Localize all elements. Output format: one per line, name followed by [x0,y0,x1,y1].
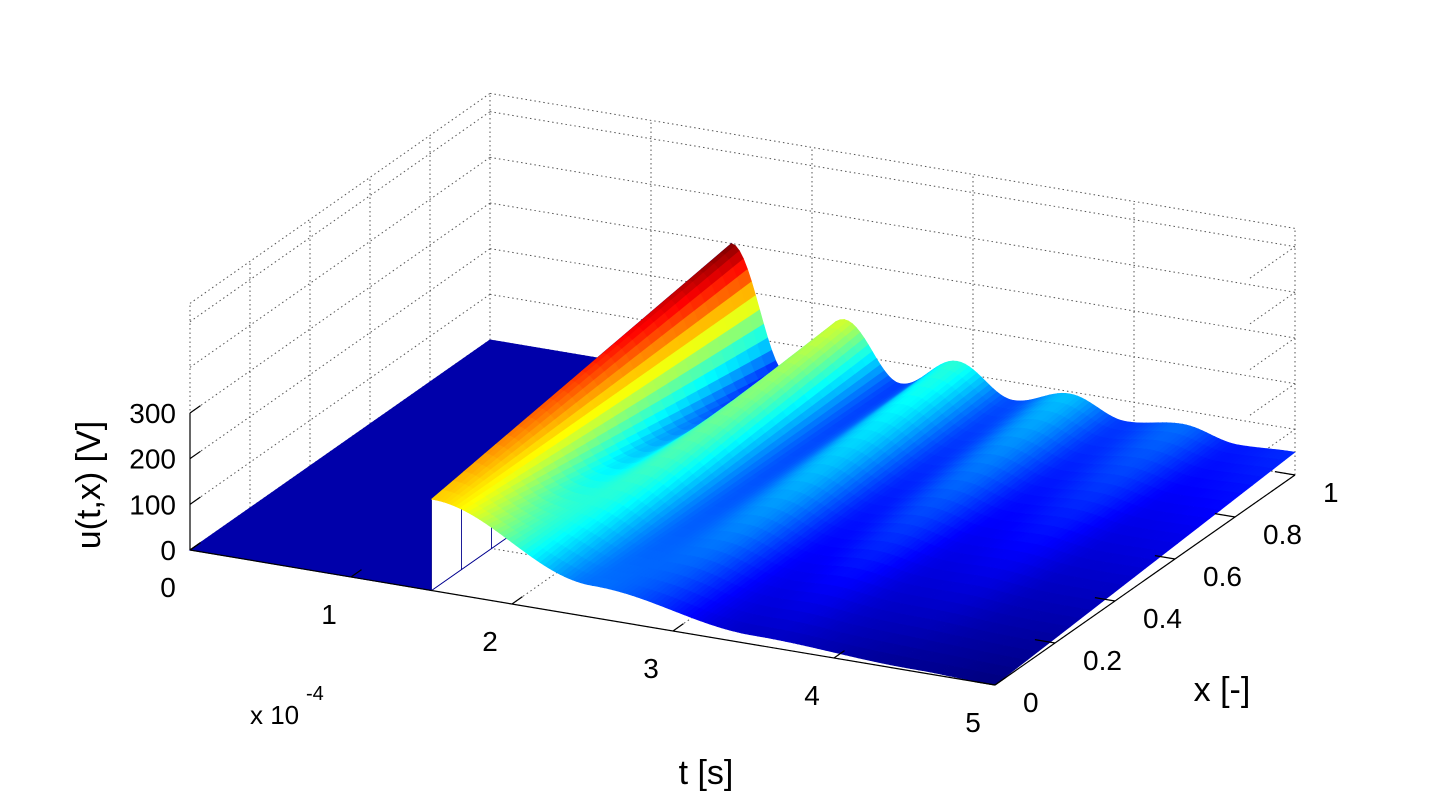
grid-line-right-wall [1249,383,1296,416]
x-tick-label: 1 [1323,477,1339,508]
t-tick-mark [672,623,684,632]
grid-line-right-wall [1249,291,1296,325]
u-tick-label: 300 [129,398,176,429]
u-tick-mark [189,496,201,505]
grid-line-back-wall [489,111,1296,248]
t-tick-label: 3 [643,653,659,684]
u-tick-label: 100 [129,489,176,520]
surface [188,242,1296,686]
u-tick-mark [189,405,201,414]
grid-line-right-wall [1249,337,1296,370]
x-tick-label: 0.6 [1203,561,1242,592]
grid-line-right-wall [1249,246,1296,279]
x-axis-label: t [s] [679,754,734,792]
x-tick-label: 0.2 [1083,645,1122,676]
x-tick-mark [1274,471,1296,476]
z-axis-label: u(t,x) [V] [70,421,108,549]
grid-line-back-wall [489,293,1296,430]
t-tick-label: 4 [804,680,820,711]
grid-line-left-wall [189,156,491,368]
x-tick-label: 0.8 [1263,519,1302,550]
x-tick-mark [1214,513,1236,518]
x-tick-label: 0 [1023,687,1039,718]
grid-line-left-wall [189,111,491,323]
grid-line-back-wall [489,248,1296,385]
t-tick-mark [511,596,523,605]
t-tick-label: 5 [965,707,981,738]
grid-line-back-wall [489,202,1296,339]
u-tick-label: 0 [160,535,176,566]
u-tick-mark [189,450,201,460]
y-axis-label: x [-] [1194,671,1251,709]
x-axis-exponent-power: -4 [306,683,324,705]
grid-line-left-wall [189,92,491,304]
u-tick-label: 200 [129,444,176,475]
t-tick-label: 0 [160,572,176,603]
grid-line-back-wall [489,156,1296,293]
t-tick-label: 2 [482,626,498,657]
grid-line-back-wall [489,92,1296,229]
x-tick-label: 0.4 [1143,603,1182,634]
t-tick-label: 1 [321,599,337,630]
x-axis-exponent: x 10 [250,700,299,730]
